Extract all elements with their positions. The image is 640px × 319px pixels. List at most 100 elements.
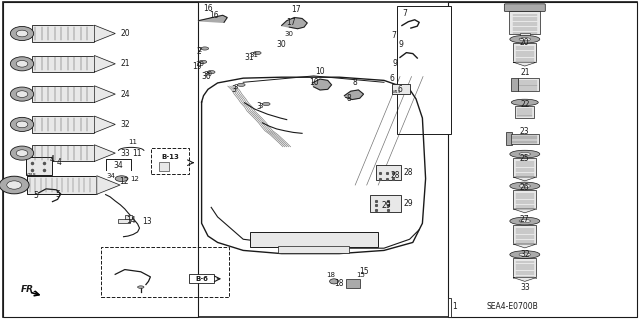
Text: 2: 2 [197,48,202,53]
Ellipse shape [16,150,28,156]
Bar [513,225,536,244]
Text: 20: 20 [120,29,130,38]
Text: 8: 8 [346,94,351,103]
Ellipse shape [510,35,540,43]
Bar [28,176,97,194]
Ellipse shape [253,51,261,55]
Ellipse shape [10,117,34,131]
Text: 26: 26 [520,183,530,192]
Polygon shape [513,62,536,66]
Bar [189,274,214,283]
Polygon shape [312,79,332,90]
Text: Ø15: Ø15 [27,173,37,178]
Polygon shape [513,177,536,181]
Text: 19: 19 [195,61,204,67]
Ellipse shape [519,152,531,156]
Ellipse shape [510,217,540,225]
Ellipse shape [10,87,34,101]
Text: 12: 12 [119,177,128,186]
Polygon shape [513,278,536,281]
Bar [118,219,130,223]
Ellipse shape [510,251,540,258]
Ellipse shape [519,38,531,41]
Polygon shape [282,18,307,29]
Bar [32,145,95,161]
Bar [3,2,198,317]
Text: 18: 18 [326,271,335,278]
Text: 33: 33 [520,283,530,292]
Text: SEA4-E0700B: SEA4-E0700B [486,302,538,311]
Polygon shape [95,145,115,161]
Ellipse shape [16,61,28,67]
Text: 11: 11 [132,149,141,158]
Text: 6: 6 [397,85,403,94]
Text: 9: 9 [398,41,403,49]
Text: 4: 4 [49,155,54,164]
Text: 17: 17 [291,5,301,14]
Bar [392,84,410,94]
Text: 33: 33 [120,149,130,158]
Text: 6: 6 [389,74,394,83]
Text: 24: 24 [120,90,130,99]
Polygon shape [95,25,115,42]
Text: 34: 34 [113,161,124,170]
Bar [32,25,95,42]
Bar [511,78,518,91]
Text: 31: 31 [244,53,255,62]
Text: 2: 2 [196,47,201,56]
Text: 32: 32 [120,120,130,129]
Bar [513,190,536,209]
Polygon shape [198,15,227,22]
FancyBboxPatch shape [504,4,545,11]
Text: 32: 32 [520,250,530,259]
Text: 4: 4 [56,158,61,167]
Text: 27: 27 [520,215,530,224]
Text: 18: 18 [335,279,344,288]
Ellipse shape [201,47,209,50]
Bar [448,298,451,317]
Text: 30: 30 [204,71,212,77]
Ellipse shape [10,26,34,41]
Polygon shape [513,244,536,248]
Ellipse shape [330,279,339,284]
Text: 8: 8 [352,78,357,87]
Bar [513,43,536,62]
Bar [515,106,534,118]
Bar [397,6,451,134]
Polygon shape [95,56,115,72]
Text: 11: 11 [128,139,137,145]
Text: 10: 10 [315,67,325,76]
Bar [511,134,539,144]
Text: 16: 16 [209,11,220,20]
Text: 3: 3 [234,84,238,90]
Text: 13: 13 [142,217,152,226]
Ellipse shape [16,30,28,37]
Ellipse shape [510,182,540,190]
Bar [32,116,95,133]
Bar [518,78,539,91]
Bar [32,86,95,102]
Bar [346,279,360,288]
Text: 16: 16 [203,4,213,13]
Bar [151,148,189,174]
Bar [250,232,378,247]
Text: 29: 29 [403,199,413,208]
Polygon shape [97,176,120,194]
Bar [26,157,52,175]
Text: 30: 30 [276,40,287,49]
Polygon shape [344,90,364,100]
Bar [278,246,349,253]
Text: 7: 7 [402,9,407,18]
Text: 7: 7 [391,31,396,40]
Bar [513,158,536,177]
Bar [125,215,132,219]
Text: 14: 14 [126,216,136,225]
Text: 15: 15 [356,272,365,278]
Text: 25: 25 [520,154,530,163]
Text: 15: 15 [358,267,369,276]
Text: Ø15: Ø15 [393,90,401,94]
Text: 28: 28 [403,168,413,177]
Text: 22: 22 [520,100,529,109]
Text: 31: 31 [250,52,259,58]
Bar [448,2,637,317]
